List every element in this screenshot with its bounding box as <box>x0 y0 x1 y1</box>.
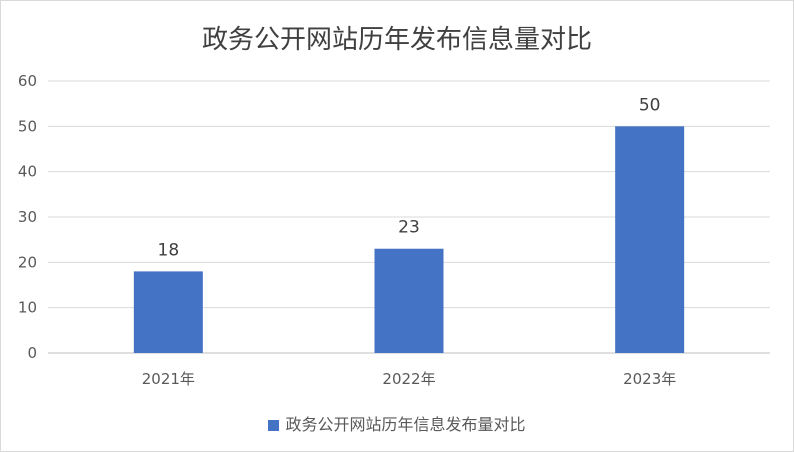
y-tick-label: 60 <box>18 72 37 90</box>
x-tick-label: 2023年 <box>623 370 676 388</box>
y-tick-label: 40 <box>18 163 37 181</box>
y-tick-label: 50 <box>18 117 37 135</box>
y-tick-label: 0 <box>27 344 37 362</box>
bar <box>615 126 685 353</box>
bar <box>374 248 444 353</box>
legend-label: 政务公开网站历年信息发布量对比 <box>285 415 526 434</box>
chart-title: 政务公开网站历年发布信息量对比 <box>201 25 592 55</box>
x-tick-label: 2022年 <box>382 370 435 388</box>
data-label: 50 <box>639 95 661 115</box>
data-label: 18 <box>158 240 180 260</box>
bar <box>133 271 203 353</box>
y-tick-label: 30 <box>18 208 37 226</box>
data-label: 23 <box>398 218 420 238</box>
legend: 政务公开网站历年信息发布量对比 <box>1 411 793 435</box>
legend-swatch <box>268 420 280 431</box>
y-tick-label: 20 <box>18 253 37 271</box>
y-tick-label: 10 <box>18 299 37 317</box>
x-tick-label: 2021年 <box>142 370 195 388</box>
